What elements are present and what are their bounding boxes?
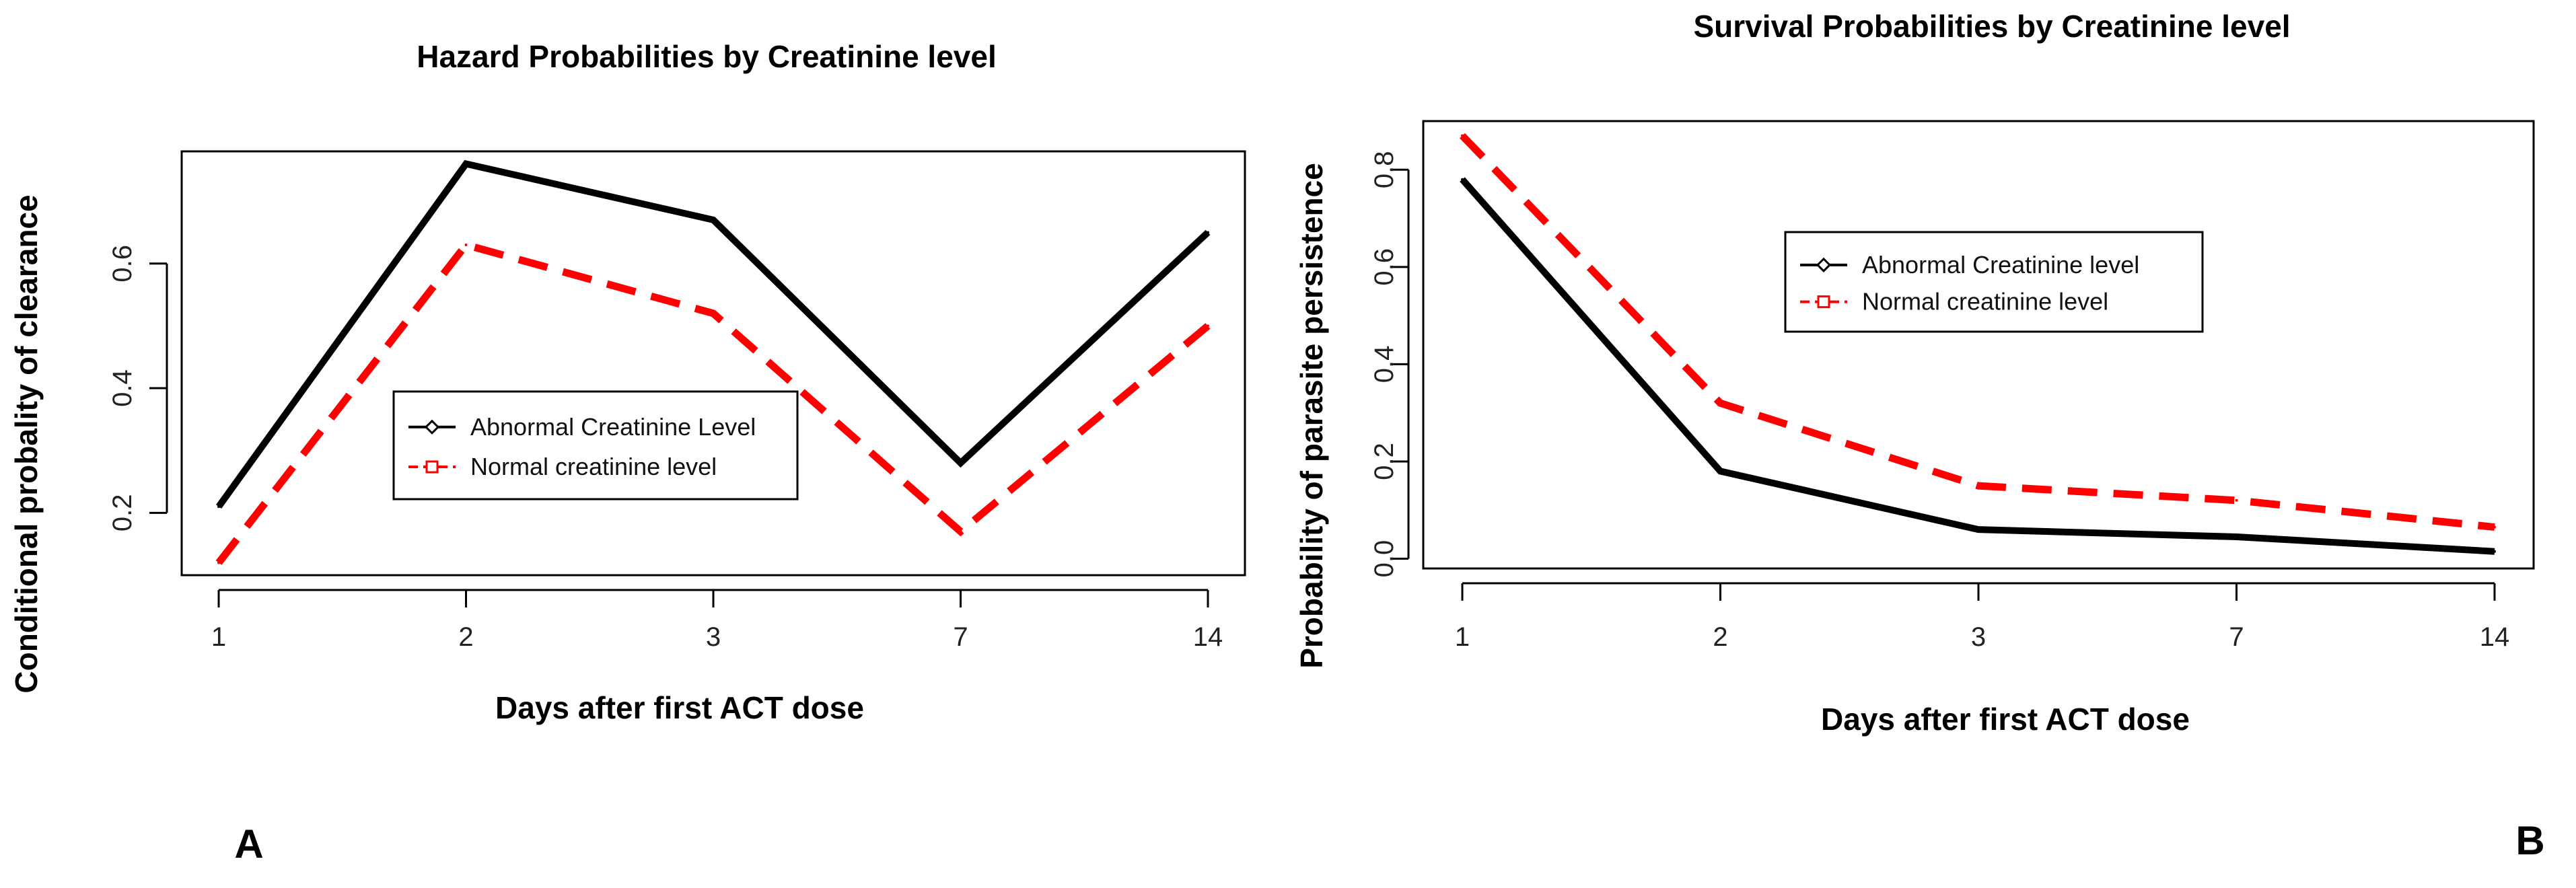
plot-frame	[180, 150, 1246, 577]
data-point	[217, 505, 220, 509]
legend-label: Normal creatinine level	[470, 453, 717, 480]
x-axis-title: Days after first ACT dose	[495, 690, 864, 725]
chart-panel-1: Hazard Probabilities by Creatinine level…	[9, 39, 1246, 725]
x-tick-label: 7	[2229, 622, 2244, 652]
y-tick-label: 0.2	[1369, 443, 1399, 480]
data-point	[1207, 231, 1209, 234]
legend-box	[392, 390, 799, 501]
y-axis-title: Probability of parasite persistence	[1294, 163, 1329, 669]
data-point	[2493, 550, 2496, 553]
plot-frame	[1422, 120, 2535, 570]
data-point	[1977, 484, 1980, 488]
y-tick-label: 0.0	[1369, 540, 1399, 578]
data-point	[1461, 134, 1464, 137]
x-tick-label: 1	[211, 622, 226, 652]
x-tick-label: 3	[1971, 622, 1986, 652]
legend-label: Normal creatinine level	[1862, 288, 2108, 316]
data-point	[1461, 178, 1464, 181]
chart-title: Hazard Probabilities by Creatinine level	[417, 39, 997, 74]
data-point	[1207, 324, 1209, 328]
legend: Abnormal Creatinine level Normal creatini…	[1784, 231, 2204, 333]
x-tick-label: 2	[1713, 622, 1727, 652]
x-tick-label: 14	[2480, 622, 2510, 652]
y-tick-label: 0.6	[1369, 248, 1399, 286]
data-point	[2235, 535, 2238, 539]
data-point	[1977, 528, 1980, 531]
legend-box	[1784, 231, 2204, 333]
data-point	[2235, 498, 2238, 502]
x-tick-label: 3	[706, 622, 721, 652]
legend-marker-square	[1817, 295, 1830, 309]
data-point	[1719, 402, 1722, 405]
chart-title: Survival Probabilities by Creatinine lev…	[1693, 9, 2290, 44]
data-point	[959, 530, 962, 533]
y-tick-label: 0.2	[108, 494, 137, 532]
y-tick-label: 0.6	[108, 245, 137, 283]
data-point	[217, 561, 220, 564]
panel-label: B	[2515, 818, 2544, 863]
legend-label: Abnormal Creatinine level	[1862, 251, 2139, 279]
y-tick-label: 0.4	[1369, 346, 1399, 383]
data-point	[712, 218, 715, 221]
x-tick-label: 14	[1193, 622, 1223, 652]
x-tick-label: 2	[458, 622, 473, 652]
y-axis-title: Conditional probality of clearance	[9, 194, 44, 693]
panel-label: A	[234, 821, 263, 866]
legend: Abnormal Creatinine Level Normal creatini…	[392, 390, 799, 501]
data-point	[959, 461, 962, 465]
data-point	[464, 162, 468, 165]
y-tick-label: 0.8	[1369, 151, 1399, 188]
chart-panel-2: Survival Probabilities by Creatinine lev…	[1294, 9, 2535, 737]
legend-marker-square	[425, 460, 439, 474]
x-axis-title: Days after first ACT dose	[1821, 702, 2190, 737]
y-tick-label: 0.4	[108, 369, 137, 407]
x-tick-label: 1	[1455, 622, 1470, 652]
data-point	[2493, 525, 2496, 529]
data-point	[464, 243, 468, 246]
legend-marker-diamond	[424, 419, 440, 435]
data-point	[1719, 470, 1722, 473]
legend-marker-diamond	[1816, 257, 1832, 272]
data-point	[712, 311, 715, 315]
legend-label: Abnormal Creatinine Level	[470, 413, 756, 441]
x-tick-label: 7	[953, 622, 968, 652]
